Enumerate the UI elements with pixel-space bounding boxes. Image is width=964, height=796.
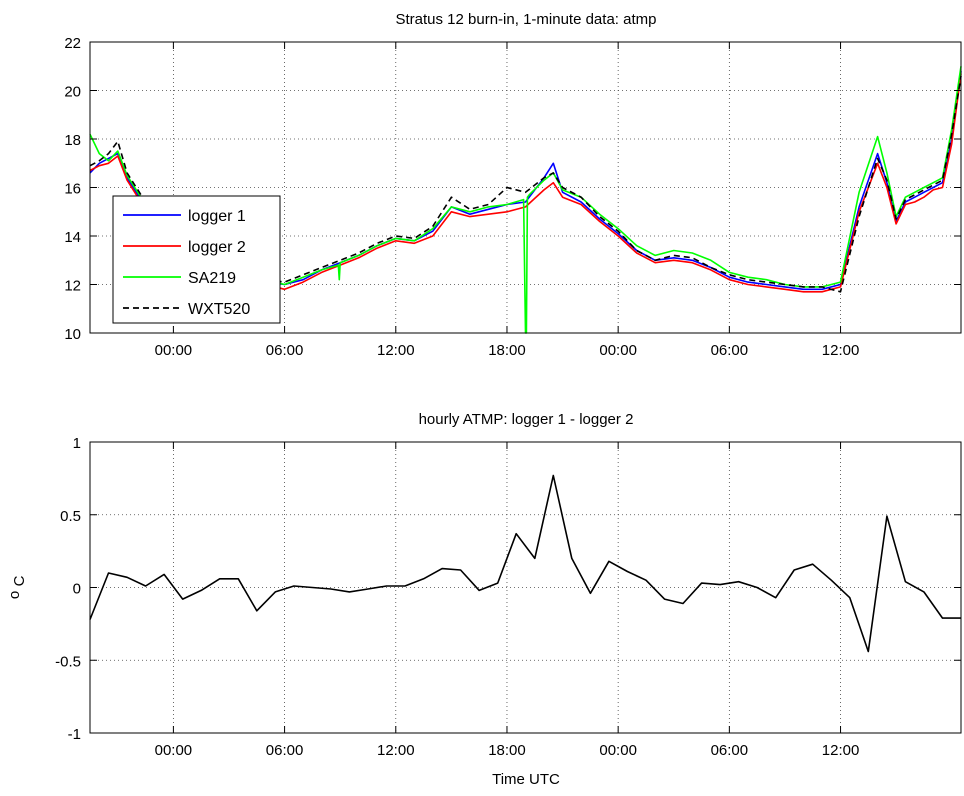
bottom-ticks: 00:00 06:00 12:00 18:00 00:00 06:00 12:00 -1 -0.… (55, 435, 961, 759)
legend-label: logger 2 (188, 239, 246, 256)
legend-label: WXT520 (188, 301, 250, 318)
top-grid (90, 42, 961, 333)
bottom-x-tick-label: 18:00 (488, 742, 526, 759)
bottom-series-group (89, 474, 961, 653)
top-x-tick-label: 18:00 (488, 342, 526, 359)
bottom-x-tick-label: 06:00 (266, 742, 304, 759)
top-y-tick-label: 10 (64, 326, 81, 343)
bottom-y-tick-label: 0 (73, 581, 81, 598)
top-y-tick-label: 12 (64, 278, 81, 295)
top-y-tick-label: 22 (64, 35, 81, 52)
legend-label: logger 1 (188, 208, 246, 225)
top-x-tick-label: 12:00 (822, 342, 860, 359)
bottom-grid (90, 442, 961, 733)
top-x-tick-label: 06:00 (266, 342, 304, 359)
bottom-x-axis-label: Time UTC (492, 771, 560, 788)
y-label-degree: o (6, 591, 23, 599)
y-label-unit: C (11, 575, 28, 586)
bottom-y-tick-label: 0.5 (60, 508, 81, 525)
bottom-x-tick-label: 00:00 (599, 742, 637, 759)
legend-label: SA219 (188, 270, 236, 287)
top-chart-panel: Stratus 12 burn-in, 1-minute data: atmp … (64, 11, 962, 359)
bottom-y-tick-label: -1 (68, 726, 81, 743)
bottom-chart-title: hourly ATMP: logger 1 - logger 2 (419, 411, 634, 428)
bottom-x-tick-label: 06:00 (711, 742, 749, 759)
bottom-series-line-0 (89, 474, 961, 653)
bottom-chart-panel: hourly ATMP: logger 1 - logger 2 00:00 06… (6, 411, 962, 788)
bottom-x-tick-label: 12:00 (822, 742, 860, 759)
top-ticks: 00:00 06:00 12:00 18:00 00:00 06:00 12:00 10 12 1… (64, 35, 961, 359)
legend-box (112, 195, 281, 324)
top-y-tick-label: 16 (64, 181, 81, 198)
top-y-tick-label: 14 (64, 229, 81, 246)
top-y-tick-label: 20 (64, 84, 81, 101)
top-y-tick-label: 18 (64, 132, 81, 149)
bottom-y-tick-label: -0.5 (55, 653, 81, 670)
bottom-y-axis-label: o C (6, 575, 28, 599)
top-x-tick-label: 00:00 (155, 342, 193, 359)
bottom-x-tick-label: 00:00 (155, 742, 193, 759)
top-x-tick-label: 06:00 (711, 342, 749, 359)
top-x-tick-label: 12:00 (377, 342, 415, 359)
bottom-x-tick-label: 12:00 (377, 742, 415, 759)
top-legend: logger 1 logger 2 SA219 WXT520 (112, 195, 281, 324)
top-chart-title: Stratus 12 burn-in, 1-minute data: atmp (396, 11, 657, 28)
legend-items: logger 1 logger 2 SA219 WXT520 (123, 208, 250, 318)
top-x-tick-label: 00:00 (599, 342, 637, 359)
bottom-y-tick-label: 1 (73, 435, 81, 452)
